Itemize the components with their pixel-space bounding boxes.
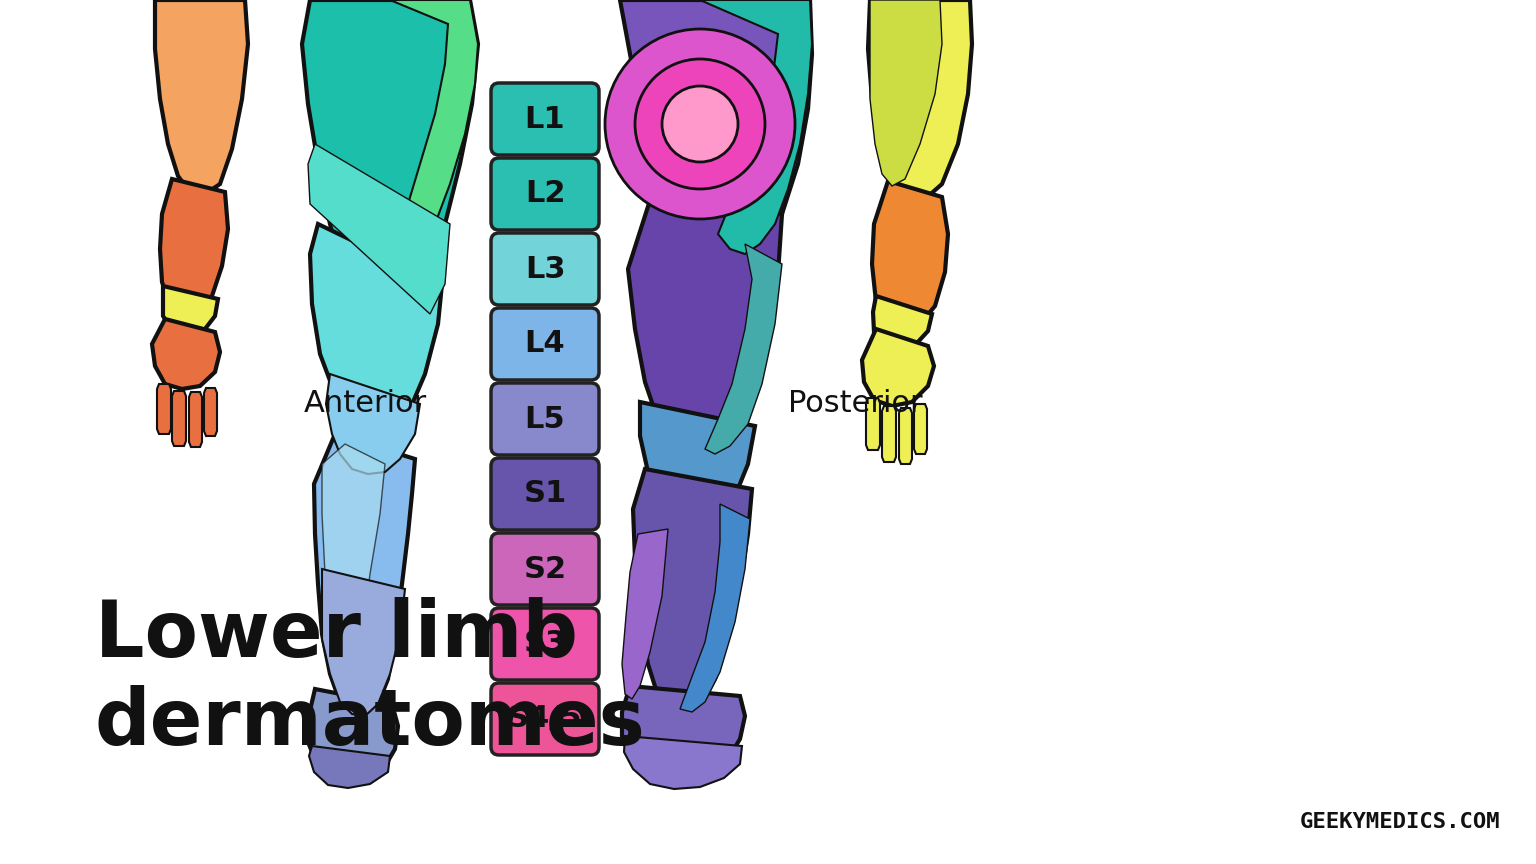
Text: L5: L5: [525, 404, 565, 434]
Polygon shape: [869, 0, 942, 186]
Text: S2: S2: [524, 555, 567, 583]
Text: Lower limb
dermatomes: Lower limb dermatomes: [95, 597, 645, 761]
Text: L3: L3: [525, 255, 565, 283]
Polygon shape: [152, 319, 220, 389]
Text: S4/5: S4/5: [507, 704, 582, 734]
FancyBboxPatch shape: [492, 158, 599, 230]
Polygon shape: [882, 406, 895, 462]
Polygon shape: [326, 374, 419, 474]
FancyBboxPatch shape: [492, 533, 599, 605]
FancyBboxPatch shape: [492, 383, 599, 455]
Polygon shape: [313, 434, 415, 716]
Polygon shape: [310, 224, 442, 429]
Circle shape: [634, 59, 765, 189]
Text: Posterior: Posterior: [788, 390, 922, 418]
Polygon shape: [309, 746, 390, 788]
Polygon shape: [680, 504, 750, 712]
Polygon shape: [157, 384, 170, 434]
Polygon shape: [172, 391, 186, 446]
Polygon shape: [155, 0, 247, 194]
FancyBboxPatch shape: [492, 683, 599, 755]
Polygon shape: [633, 469, 753, 716]
Polygon shape: [899, 408, 912, 464]
Text: Anterior: Anterior: [304, 390, 427, 418]
Polygon shape: [323, 569, 406, 716]
FancyBboxPatch shape: [492, 458, 599, 530]
Polygon shape: [705, 244, 782, 454]
Polygon shape: [303, 0, 478, 364]
Polygon shape: [641, 402, 756, 526]
Text: S3: S3: [524, 630, 567, 658]
FancyBboxPatch shape: [492, 83, 599, 155]
Polygon shape: [700, 0, 813, 254]
Polygon shape: [204, 388, 217, 436]
Polygon shape: [872, 296, 932, 349]
Polygon shape: [624, 736, 742, 789]
Polygon shape: [862, 329, 934, 406]
Polygon shape: [621, 0, 813, 276]
Polygon shape: [163, 286, 218, 334]
Circle shape: [662, 86, 737, 162]
Polygon shape: [628, 194, 782, 459]
FancyBboxPatch shape: [492, 308, 599, 380]
Polygon shape: [866, 398, 880, 450]
Polygon shape: [189, 392, 203, 447]
Polygon shape: [309, 689, 398, 779]
Polygon shape: [390, 0, 478, 264]
Polygon shape: [309, 144, 450, 314]
Text: L1: L1: [525, 105, 565, 134]
Polygon shape: [622, 529, 668, 699]
Polygon shape: [914, 404, 928, 454]
FancyBboxPatch shape: [492, 233, 599, 305]
Polygon shape: [622, 686, 745, 781]
Circle shape: [605, 29, 796, 219]
Text: L2: L2: [525, 180, 565, 208]
Polygon shape: [323, 444, 386, 689]
Text: GEEKYMEDICS.COM: GEEKYMEDICS.COM: [1299, 812, 1501, 832]
Text: L4: L4: [525, 329, 565, 359]
Polygon shape: [872, 181, 948, 328]
Polygon shape: [160, 179, 227, 314]
Text: S1: S1: [524, 480, 567, 509]
Polygon shape: [868, 0, 972, 199]
FancyBboxPatch shape: [492, 608, 599, 680]
